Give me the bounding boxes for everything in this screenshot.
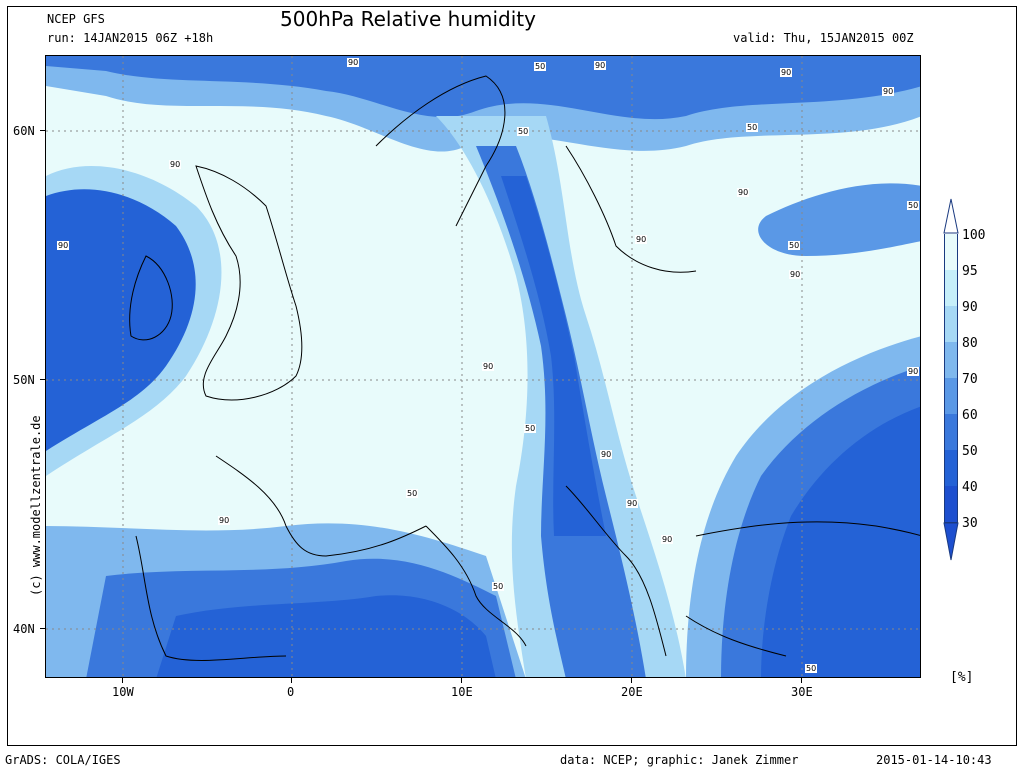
timestamp-label: 2015-01-14-10:43 bbox=[876, 753, 992, 767]
contour-label: 90 bbox=[594, 61, 607, 70]
lon-label: 20E bbox=[621, 685, 643, 699]
colorbar-block-70-80 bbox=[944, 342, 958, 379]
colorbar-block-80-90 bbox=[944, 306, 958, 343]
figure-frame bbox=[7, 6, 1017, 746]
colorbar-label: 40 bbox=[962, 480, 978, 495]
lon-label: 10W bbox=[112, 685, 134, 699]
contour-label: 90 bbox=[169, 160, 182, 169]
lon-tick bbox=[291, 678, 292, 683]
lat-tick bbox=[40, 130, 45, 131]
contour-label: 90 bbox=[789, 270, 802, 279]
contour-label: 90 bbox=[218, 516, 231, 525]
rh-40-east bbox=[761, 406, 920, 677]
lon-label: 30E bbox=[791, 685, 813, 699]
lon-tick bbox=[461, 678, 462, 683]
graticule bbox=[46, 56, 920, 677]
contour-label: 90 bbox=[600, 450, 613, 459]
colorbar-label: 100 bbox=[962, 228, 986, 243]
unit-label: [%] bbox=[950, 670, 974, 685]
data-credit: data: NCEP; graphic: Janek Zimmer bbox=[560, 753, 799, 767]
contour-label: 50 bbox=[805, 664, 818, 673]
contour-label: 50 bbox=[492, 582, 505, 591]
contour-label: 90 bbox=[57, 241, 70, 250]
lat-label: 40N bbox=[13, 622, 35, 636]
rh-40-core bbox=[501, 176, 606, 536]
lat-tick bbox=[40, 379, 45, 380]
valid-label: valid: Thu, 15JAN2015 00Z bbox=[733, 31, 914, 45]
lon-label: 10E bbox=[451, 685, 473, 699]
contour-label: 90 bbox=[737, 188, 750, 197]
colorbar-top-arrow bbox=[943, 198, 959, 234]
rh-40-area bbox=[46, 189, 196, 451]
contour-label: 50 bbox=[907, 201, 920, 210]
rh-60-northeast bbox=[758, 183, 920, 256]
lon-label: 0 bbox=[287, 685, 295, 699]
colorbar-label: 90 bbox=[962, 300, 978, 315]
rh-50-area bbox=[46, 56, 920, 120]
contour-label: 90 bbox=[635, 235, 648, 244]
contour-label: 50 bbox=[406, 489, 419, 498]
colorbar-label: 80 bbox=[962, 336, 978, 351]
lat-tick bbox=[40, 628, 45, 629]
contour-label: 50 bbox=[788, 241, 801, 250]
colorbar-block-50-60 bbox=[944, 414, 958, 451]
copyright-label: (c) www.modellzentrale.de bbox=[29, 415, 43, 596]
coastlines bbox=[129, 75, 920, 661]
colorbar-block-95-100 bbox=[944, 234, 958, 271]
contour-label: 50 bbox=[534, 62, 547, 71]
contour-label: 90 bbox=[780, 68, 793, 77]
humidity-map bbox=[45, 55, 921, 678]
map-title: 500hPa Relative humidity bbox=[280, 7, 536, 31]
contour-label: 90 bbox=[347, 58, 360, 67]
lon-tick bbox=[631, 678, 632, 683]
colorbar-block-60-70 bbox=[944, 378, 958, 415]
colorbar-block-30-40 bbox=[944, 486, 958, 523]
model-label: NCEP GFS bbox=[47, 12, 105, 26]
contour-label: 90 bbox=[907, 367, 920, 376]
lon-tick bbox=[122, 678, 123, 683]
colorbar-block-40-50 bbox=[944, 450, 958, 487]
colorbar-label: 50 bbox=[962, 444, 978, 459]
run-label: run: 14JAN2015 06Z +18h bbox=[47, 31, 214, 45]
colorbar-label: 60 bbox=[962, 408, 978, 423]
colorbar-label: 95 bbox=[962, 264, 978, 279]
colorbar-block-90-95 bbox=[944, 270, 958, 307]
contour-label: 50 bbox=[524, 424, 537, 433]
colorbar-bottom-arrow bbox=[943, 522, 959, 561]
colorbar-label: 30 bbox=[962, 516, 978, 531]
contour-label: 50 bbox=[517, 127, 530, 136]
contour-label: 90 bbox=[882, 87, 895, 96]
software-credit: GrADS: COLA/IGES bbox=[5, 753, 121, 767]
contour-label: 90 bbox=[482, 362, 495, 371]
contour-label: 50 bbox=[746, 123, 759, 132]
contour-label: 90 bbox=[626, 499, 639, 508]
colorbar-label: 70 bbox=[962, 372, 978, 387]
lat-label: 60N bbox=[13, 124, 35, 138]
lat-label: 50N bbox=[13, 373, 35, 387]
rh-40-south bbox=[156, 595, 496, 677]
contour-label: 90 bbox=[661, 535, 674, 544]
lon-tick bbox=[801, 678, 802, 683]
humidity-field bbox=[46, 56, 920, 677]
